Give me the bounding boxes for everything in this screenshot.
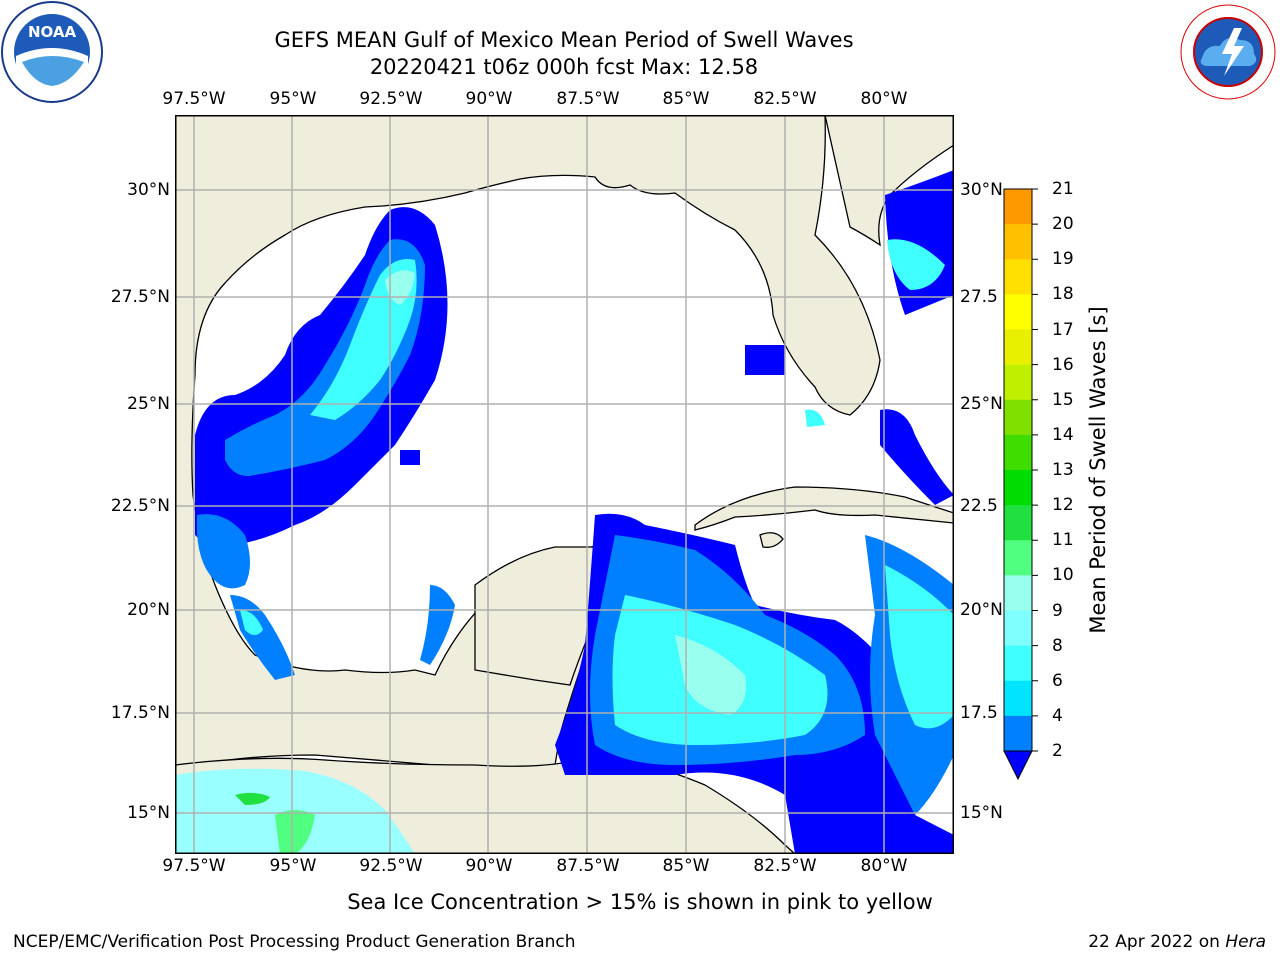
- lon-label-bottom: 90°W: [465, 856, 513, 876]
- colorbar-tick-label: 18: [1052, 284, 1074, 305]
- sea-ice-note: Sea Ice Concentration > 15% is shown in …: [347, 890, 933, 914]
- colorbar-tick-label: 2: [1052, 741, 1063, 761]
- colorbar-tick-label: 9: [1052, 600, 1063, 621]
- lat-label-right: 27.5: [960, 287, 998, 307]
- pacific-shading: [175, 768, 415, 854]
- colorbar-tick-label: 10: [1052, 565, 1074, 586]
- lat-label-left: 20°N: [127, 600, 170, 620]
- colorbar-extension: [1003, 750, 1033, 781]
- footer-host: Hera: [1225, 932, 1266, 952]
- lon-label-top: 92.5°W: [359, 89, 423, 109]
- lat-label-right: 30°N: [960, 180, 1003, 200]
- chart-subtitle: 20220421 t06z 000h fcst Max: 12.58: [369, 55, 759, 79]
- map-plot: [175, 115, 954, 854]
- colorbar-tick-label: 15: [1052, 389, 1074, 410]
- colorbar-tick-label: 12: [1052, 495, 1074, 516]
- footer-date: 22 Apr 2022 on Hera: [1088, 932, 1266, 952]
- colorbar-segment: [1004, 645, 1032, 682]
- lon-label-bottom: 95°W: [269, 856, 317, 876]
- lon-label-bottom: 82.5°W: [753, 856, 817, 876]
- colorbar-segment: [1004, 434, 1032, 471]
- colorbar-segment: [1004, 189, 1032, 225]
- lon-label-bottom: 87.5°W: [556, 856, 620, 876]
- colorbar-tick-label: 17: [1052, 319, 1074, 340]
- lat-label-left: 15°N: [127, 803, 170, 823]
- footer-credit: NCEP/EMC/Verification Post Processing Pr…: [13, 932, 576, 952]
- swell-period-field: [195, 170, 954, 854]
- lat-label-right: 20°N: [960, 600, 1003, 620]
- colorbar-segment: [1004, 680, 1032, 717]
- colorbar-tick-label: 21: [1052, 179, 1074, 199]
- colorbar-segment: [1004, 294, 1032, 330]
- colorbar-segment: [1004, 329, 1032, 366]
- lon-label-top: 80°W: [860, 89, 908, 109]
- colorbar-segment: [1004, 715, 1032, 752]
- lat-label-left: 17.5°N: [110, 703, 170, 723]
- colorbar-tick-label: 13: [1052, 460, 1074, 480]
- lon-label-top: 85°W: [662, 89, 710, 109]
- nws-logo: [1178, 2, 1278, 102]
- noaa-logo: NOAA: [1, 1, 103, 103]
- colorbar-segment: [1004, 399, 1032, 436]
- colorbar-tick-label: 20: [1052, 214, 1074, 235]
- colorbar-tick-label: 14: [1052, 424, 1074, 445]
- lon-label-top: 90°W: [465, 89, 513, 109]
- colorbar-segment: [1004, 505, 1032, 541]
- lon-label-top: 97.5°W: [162, 89, 226, 109]
- lat-label-right: 22.5: [960, 496, 998, 516]
- svg-text:NOAA: NOAA: [28, 23, 77, 41]
- graticule: [175, 115, 954, 854]
- lat-label-left: 30°N: [127, 180, 170, 200]
- lat-label-right: 25°N: [960, 394, 1003, 414]
- lon-label-top: 82.5°W: [753, 89, 817, 109]
- chart-title: GEFS MEAN Gulf of Mexico Mean Period of …: [274, 28, 854, 52]
- colorbar-tick-label: 4: [1052, 705, 1063, 726]
- colorbar-tick-label: 8: [1052, 635, 1063, 656]
- lon-label-top: 87.5°W: [556, 89, 620, 109]
- lon-label-bottom: 85°W: [662, 856, 710, 876]
- lat-label-right: 17.5: [960, 703, 998, 723]
- lon-label-bottom: 80°W: [860, 856, 908, 876]
- colorbar-segment: [1004, 610, 1032, 647]
- lat-label-left: 22.5°N: [110, 496, 170, 516]
- lon-label-bottom: 92.5°W: [359, 856, 423, 876]
- colorbar-tick-label: 6: [1052, 670, 1063, 691]
- lat-label-right: 15°N: [960, 803, 1003, 823]
- colorbar-segment: [1004, 364, 1032, 401]
- colorbar-tick-label: 16: [1052, 354, 1074, 375]
- colorbar: [1003, 188, 1038, 781]
- colorbar-tick-label: 19: [1052, 249, 1074, 270]
- colorbar-segment: [1004, 540, 1032, 576]
- colorbar-segment: [1004, 259, 1032, 295]
- colorbar-label: Mean Period of Swell Waves [s]: [1086, 306, 1110, 634]
- lon-label-bottom: 97.5°W: [162, 856, 226, 876]
- colorbar-tick-label: 11: [1052, 530, 1074, 551]
- lat-label-left: 25°N: [127, 394, 170, 414]
- lon-label-top: 95°W: [269, 89, 317, 109]
- colorbar-segment: [1004, 224, 1032, 260]
- colorbar-segment: [1004, 470, 1032, 506]
- lat-label-left: 27.5°N: [110, 287, 170, 307]
- colorbar-segment: [1004, 575, 1032, 611]
